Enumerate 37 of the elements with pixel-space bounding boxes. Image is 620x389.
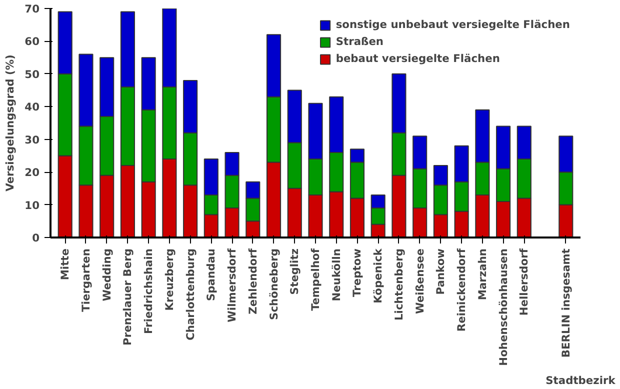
x-tick-label: Zehlendorf [246, 248, 260, 314]
legend-label: Straßen [336, 35, 384, 48]
x-tick-label: Friedrichshain [142, 248, 156, 334]
y-tick-label: 10 [24, 198, 40, 212]
y-tick-label: 30 [24, 133, 40, 146]
legend-label: sonstige unbebaut versiegelte Flächen [336, 18, 570, 31]
y-tick-label: 0 [32, 232, 40, 244]
x-tick-label: Lichtenberg [392, 248, 406, 320]
x-tick-label: Mitte [58, 248, 72, 280]
y-tick-label: 20 [24, 166, 40, 180]
x-tick-label: Reinickendorf [455, 248, 468, 332]
x-tick-label: Charlottenburg [184, 248, 197, 340]
x-tick-label: Treptow [350, 248, 364, 297]
x-tick-label: Pankow [434, 248, 448, 295]
x-tick-label: Hellersdorf [518, 248, 531, 316]
x-tick-label: Hohenschönhausen [496, 248, 510, 366]
x-tick-label: Tempelhof [309, 248, 322, 311]
x-tick-label: Weißensee [413, 248, 426, 314]
x-tick-label: Prenzlauer Berg [121, 248, 134, 346]
x-tick-label: Schöneberg [267, 248, 280, 320]
x-tick-label: BERLIN insgesamt [559, 248, 572, 358]
y-tick-label: 60 [24, 35, 40, 48]
y-tick-label: 40 [24, 100, 40, 114]
x-tick-label: Wilmersdorf [226, 248, 239, 322]
x-axis-title: Stadtbezirk [546, 374, 616, 387]
y-tick-label: 50 [24, 68, 40, 81]
x-tick-label: Spandau [204, 248, 218, 301]
x-tick-label: Wedding [100, 248, 114, 302]
x-tick-label: Köpenick [372, 248, 385, 304]
x-tick-label: Steglitz [288, 248, 302, 295]
y-axis-title: Versiegelungsgrad (%) [4, 54, 17, 192]
x-tick-label: Neukölln [330, 248, 343, 302]
y-tick-label: 70 [24, 2, 40, 16]
legend-label: bebaut versiegelte Flächen [336, 52, 500, 65]
x-tick-label: Marzahn [476, 248, 489, 300]
x-tick-label: Kreuzberg [162, 248, 176, 311]
x-tick-label: Tiergarten [79, 248, 92, 312]
